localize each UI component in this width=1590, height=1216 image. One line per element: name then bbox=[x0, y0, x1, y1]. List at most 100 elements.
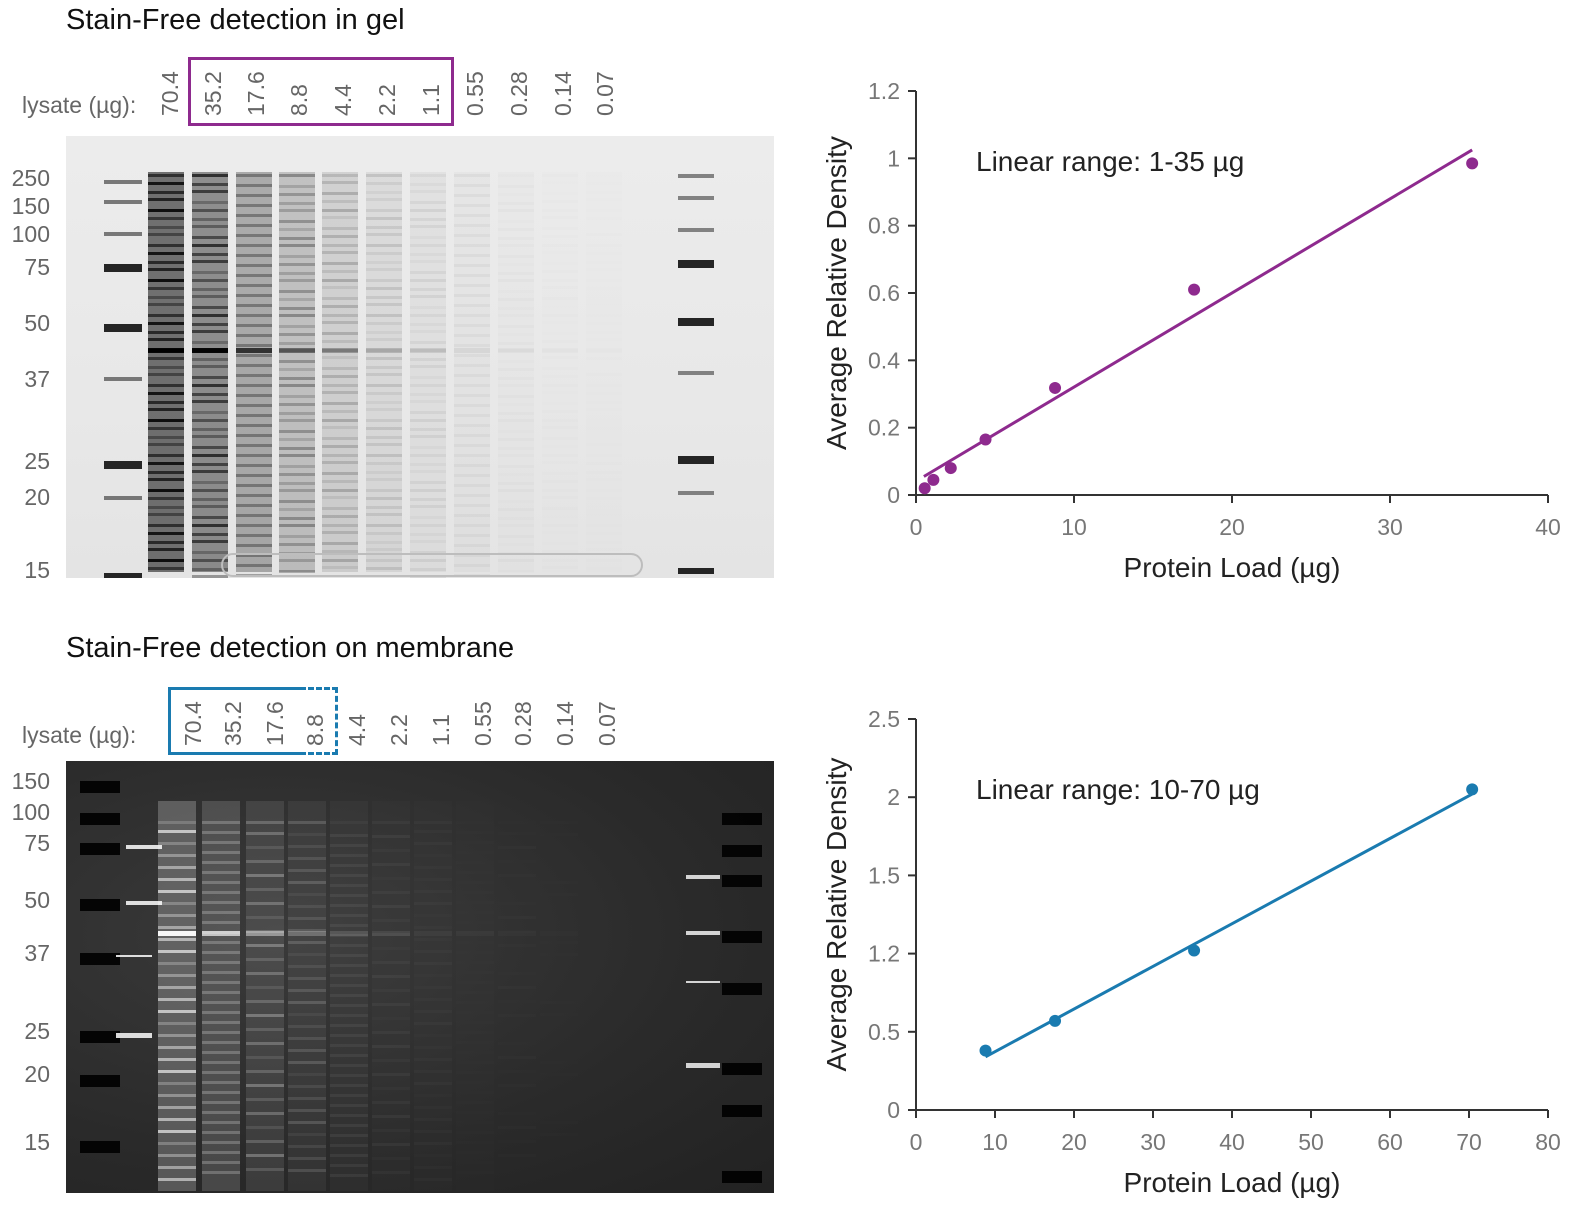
mw-marker-label: 20 bbox=[24, 1061, 50, 1087]
sample-lane bbox=[410, 174, 446, 578]
sample-lane bbox=[586, 172, 622, 572]
panel2-highlight-box bbox=[168, 687, 302, 755]
lane-label: 70.4 bbox=[157, 71, 183, 116]
data-point bbox=[1188, 283, 1201, 296]
x-tick-label: 0 bbox=[910, 514, 923, 540]
sample-lane bbox=[372, 835, 410, 1146]
data-point bbox=[1466, 783, 1479, 796]
chart-gel-svg: 0 10 20 30 40 0 0.2 0.4 0.6 0.8 1 1.2 Protein Load (… bbox=[821, 78, 1561, 583]
ladder-band bbox=[104, 264, 142, 272]
sample-lane bbox=[148, 172, 184, 572]
ladder-band bbox=[104, 461, 142, 469]
panel1-lysate-label: lysate (µg): bbox=[22, 92, 137, 118]
x-tick-label: 0 bbox=[910, 1129, 923, 1155]
sample-lane bbox=[542, 172, 578, 572]
linear-range-annotation: Linear range: 1-35 µg bbox=[976, 146, 1244, 177]
gel-image bbox=[66, 136, 774, 578]
sample-lane bbox=[322, 172, 358, 572]
y-axis-label: Average Relative Density bbox=[821, 758, 852, 1072]
sample-lane bbox=[202, 801, 240, 1191]
marker-band bbox=[116, 955, 152, 957]
sample-lane bbox=[582, 801, 620, 1191]
ladder-band bbox=[722, 1171, 762, 1183]
x-tick-label: 20 bbox=[1061, 1129, 1087, 1155]
x-tick-label: 40 bbox=[1219, 1129, 1245, 1155]
sample-lane bbox=[330, 834, 368, 1177]
mw-marker-label: 20 bbox=[24, 484, 50, 510]
y-tick-label: 0.5 bbox=[868, 1019, 900, 1045]
fit-line bbox=[923, 148, 1473, 478]
ladder-band bbox=[722, 931, 762, 943]
mw-marker-label: 25 bbox=[24, 1018, 50, 1044]
y-tick-label: 0 bbox=[887, 1097, 900, 1123]
fit-line bbox=[984, 792, 1473, 1059]
mw-marker-label: 25 bbox=[24, 448, 50, 474]
sample-lane bbox=[498, 172, 534, 573]
mw-marker-label: 75 bbox=[24, 254, 50, 280]
sample-lane bbox=[454, 348, 490, 353]
ladder-band bbox=[80, 813, 120, 825]
mw-marker-label: 37 bbox=[24, 366, 50, 392]
mw-marker-label: 100 bbox=[11, 221, 50, 247]
x-tick-label: 50 bbox=[1298, 1129, 1324, 1155]
ladder-band bbox=[722, 813, 762, 825]
data-point bbox=[1049, 1014, 1062, 1027]
ladder-band bbox=[678, 491, 714, 495]
x-tick-label: 10 bbox=[1061, 514, 1087, 540]
x-tick-label: 70 bbox=[1456, 1129, 1482, 1155]
chart-membrane-svg: 0 10 20 30 40 50 60 70 80 0 0.5 1.2 1.5 2 2.5 Protein L… bbox=[821, 706, 1561, 1198]
ladder-band bbox=[104, 232, 142, 236]
ladder-band bbox=[104, 200, 142, 204]
ladder-band bbox=[80, 899, 120, 911]
lane-label: 1.1 bbox=[428, 714, 454, 746]
marker-band bbox=[116, 1033, 152, 1038]
y-tick-label: 1 bbox=[887, 145, 900, 171]
data-point bbox=[1466, 157, 1479, 170]
mw-marker-label: 50 bbox=[24, 310, 50, 336]
lane-label: 0.28 bbox=[510, 701, 536, 746]
y-tick-label: 1.5 bbox=[868, 862, 900, 888]
ladder-band bbox=[80, 1031, 120, 1043]
data-point bbox=[918, 482, 931, 495]
ladder-band bbox=[722, 983, 762, 995]
lane-label: 4.4 bbox=[344, 714, 370, 746]
chart-membrane: 0 10 20 30 40 50 60 70 80 0 0.5 1.2 1.5 2 2.5 Protein L… bbox=[800, 690, 1580, 1215]
ladder-band bbox=[722, 1063, 762, 1075]
ladder-band bbox=[722, 845, 762, 857]
data-point bbox=[1049, 381, 1062, 394]
mw-marker-label: 75 bbox=[24, 830, 50, 856]
lane-label: 0.07 bbox=[592, 71, 618, 116]
sample-lane bbox=[236, 172, 272, 577]
ladder-band bbox=[80, 1141, 120, 1153]
lane-label: 0.55 bbox=[462, 71, 488, 116]
x-tick-label: 10 bbox=[982, 1129, 1008, 1155]
x-tick-label: 40 bbox=[1535, 514, 1561, 540]
membrane-image bbox=[66, 761, 774, 1193]
ladder-band bbox=[678, 228, 714, 232]
gel-artifact bbox=[221, 553, 643, 577]
ladder-band bbox=[678, 174, 714, 178]
lane-label: 0.28 bbox=[506, 71, 532, 116]
sample-lane bbox=[192, 172, 228, 578]
sample-lane bbox=[288, 801, 326, 1191]
ladder-band bbox=[80, 781, 120, 793]
sample-lane bbox=[498, 801, 536, 1191]
mw-marker-label: 15 bbox=[24, 557, 50, 583]
mw-marker-label: 50 bbox=[24, 887, 50, 913]
sample-lane bbox=[366, 172, 402, 572]
y-tick-label: 0 bbox=[887, 482, 900, 508]
y-tick-label: 0.8 bbox=[868, 213, 900, 239]
y-tick-label: 2.5 bbox=[868, 706, 900, 732]
gel-bands bbox=[104, 172, 714, 578]
chart-gel: 0 10 20 30 40 0 0.2 0.4 0.6 0.8 1 1.2 Protein Load (… bbox=[800, 60, 1580, 605]
y-tick-label: 0.2 bbox=[868, 415, 900, 441]
panel1-highlight-box bbox=[188, 57, 454, 126]
ladder-band bbox=[722, 1105, 762, 1117]
ladder-band bbox=[104, 377, 142, 381]
panel2-title: Stain-Free detection on membrane bbox=[66, 632, 515, 664]
ladder-band bbox=[678, 456, 714, 464]
ladder-band bbox=[80, 953, 120, 965]
data-point bbox=[1188, 944, 1201, 957]
ladder-band bbox=[104, 324, 142, 332]
marker-band bbox=[686, 875, 720, 879]
